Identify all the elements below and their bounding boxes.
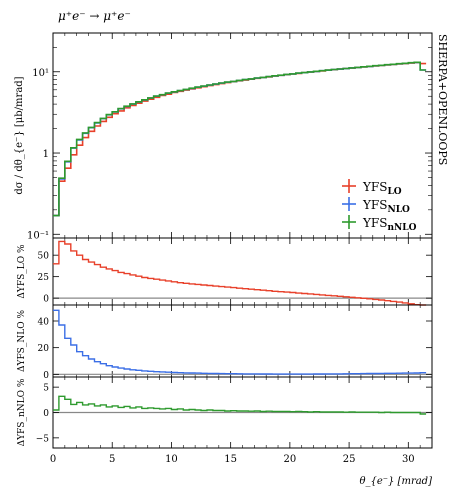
ratio-panel-nnlo: −5 0 5 ΔYFS_nNLO % xyxy=(17,376,433,449)
ratio-nlo-ytick-label: 0 xyxy=(43,371,49,381)
ratio-nlo-ytick-label: 20 xyxy=(38,344,50,354)
ratio-lo-series xyxy=(53,240,427,306)
chart-title: μ⁺e⁻ → μ⁺e⁻ xyxy=(58,9,131,23)
x-tick-label: 0 xyxy=(50,454,56,465)
ratio-nlo-series xyxy=(53,309,427,375)
main-ytick-label: 10⁻¹ xyxy=(27,230,49,241)
x-tick-label: 20 xyxy=(284,454,297,465)
ratio-panel-lo: 0 25 50 ΔYFS_LO % xyxy=(17,237,433,306)
legend-text: YFS xyxy=(362,180,387,194)
ratio-lo-ytick-label: 0 xyxy=(43,295,49,305)
ratio-nnlo-ytick-label: −5 xyxy=(36,434,50,444)
ratio-nnlo-y-axis-label: ΔYFS_nNLO % xyxy=(17,378,27,446)
main-ytick-label: 1 xyxy=(43,149,49,160)
x-tick-label: 5 xyxy=(109,454,115,465)
x-axis-label: θ_{e⁻} [mrad] xyxy=(359,476,432,487)
legend-subscript: LO xyxy=(387,187,401,197)
ratio-lo-y-axis-label: ΔYFS_LO % xyxy=(17,244,27,299)
x-tick-label: 30 xyxy=(402,454,415,465)
ratio-nnlo-ytick-label: 5 xyxy=(43,384,49,394)
legend-subscript: nNLO xyxy=(387,223,416,233)
ratio-panel-nlo: 0 20 40 ΔYFS_NLO % xyxy=(17,304,433,381)
main-ytick-label: 10¹ xyxy=(32,68,49,79)
legend-label-nlo: YFSNLO xyxy=(362,198,410,215)
x-tick-label: 15 xyxy=(224,454,237,465)
ratio-nnlo-series xyxy=(53,395,427,415)
legend-subscript: NLO xyxy=(387,205,410,215)
main-series-nnlo xyxy=(53,61,427,217)
x-tick-label: 25 xyxy=(343,454,356,465)
ratio-nlo-ytick-label: 40 xyxy=(38,318,50,328)
main-y-axis-label: dσ / dθ_{e⁻} [μb/mrad] xyxy=(14,76,25,194)
ratio-lo-ytick-label: 25 xyxy=(38,273,50,283)
x-tick-label: 10 xyxy=(165,454,178,465)
legend-label-lo: YFSLO xyxy=(362,180,402,197)
ratio-lo-ytick-label: 50 xyxy=(38,252,50,262)
ratio-nlo-y-axis-label: ΔYFS_NLO % xyxy=(17,310,27,372)
ratio-nnlo-ytick-label: 0 xyxy=(43,409,49,419)
legend-text: YFS xyxy=(362,216,387,230)
legend-text: YFS xyxy=(362,198,387,212)
legend-label-nnlo: YFSnNLO xyxy=(362,216,417,233)
x-axis: 0 5 10 15 20 25 30 xyxy=(50,454,415,465)
side-label: SHERPA+OPENLOOPS xyxy=(436,34,449,165)
ratio-lo-frame xyxy=(52,237,433,306)
